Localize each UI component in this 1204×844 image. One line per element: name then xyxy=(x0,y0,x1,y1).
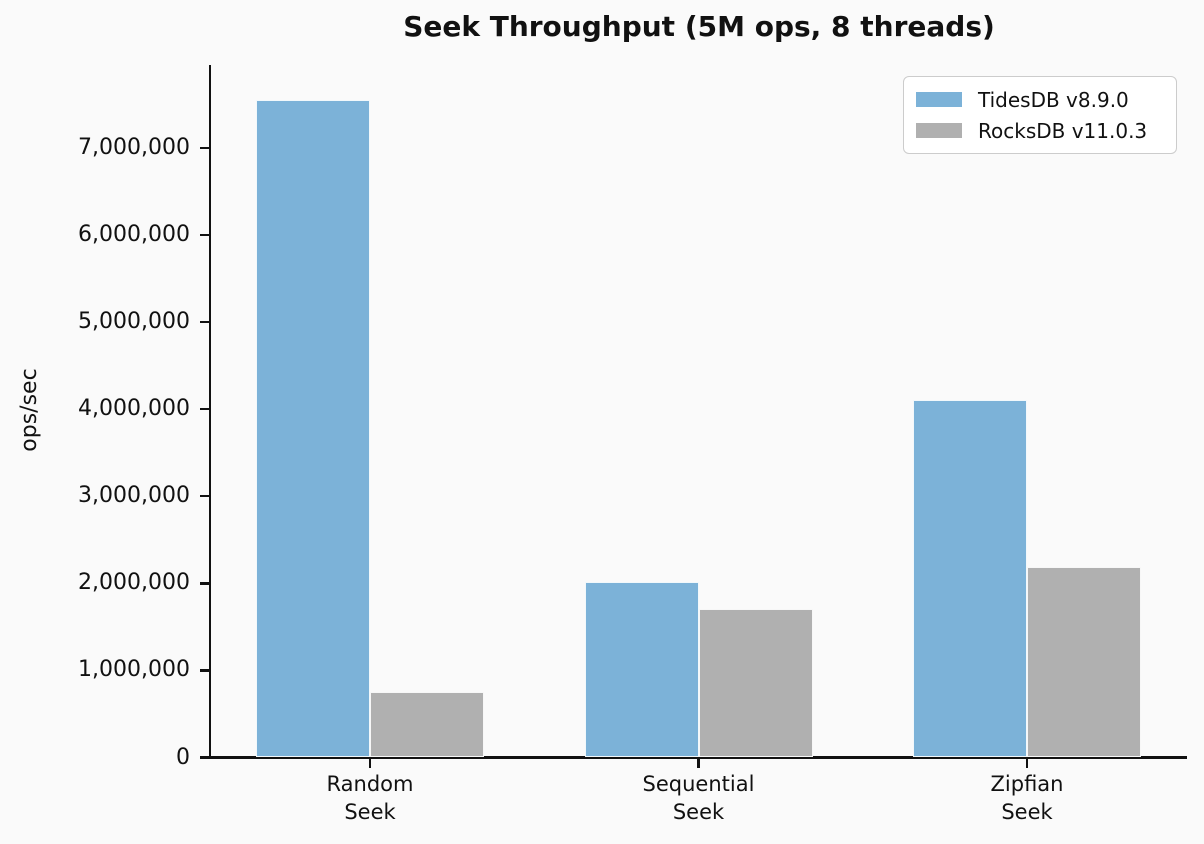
y-tick-label: 3,000,000 xyxy=(78,483,190,509)
bar-tidesdb-1 xyxy=(584,582,699,758)
y-tick-label: 4,000,000 xyxy=(78,396,190,422)
x-tick-mark xyxy=(1025,757,1029,768)
y-axis-line xyxy=(208,65,212,758)
bar-rocksdb-1 xyxy=(698,608,813,758)
y-tick-mark xyxy=(200,582,210,585)
y-tick-mark xyxy=(200,494,210,498)
legend-item-tidesdb: TidesDB v8.9.0 xyxy=(916,88,1164,112)
y-tick-mark xyxy=(200,233,210,237)
y-tick-mark xyxy=(200,407,210,411)
y-tick-mark xyxy=(200,669,210,672)
y-tick-mark xyxy=(200,320,210,324)
legend-item-rocksdb: RocksDB v11.0.3 xyxy=(916,119,1164,143)
x-tick-mark xyxy=(697,757,700,768)
y-tick-label: 7,000,000 xyxy=(78,134,190,160)
y-tick-label: 5,000,000 xyxy=(78,308,190,334)
legend: TidesDB v8.9.0 RocksDB v11.0.3 xyxy=(903,76,1177,154)
y-tick-label: 6,000,000 xyxy=(78,221,190,247)
legend-label-rocksdb: RocksDB v11.0.3 xyxy=(978,118,1148,143)
y-tick-mark xyxy=(200,146,210,149)
y-tick-mark xyxy=(200,756,210,759)
legend-label-tidesdb: TidesDB v8.9.0 xyxy=(978,87,1129,112)
x-tick-label: Random Seek xyxy=(326,771,414,824)
y-tick-label: 1,000,000 xyxy=(78,657,190,683)
x-tick-label: Sequential Seek xyxy=(642,771,755,824)
chart-title: Seek Throughput (5M ops, 8 threads) xyxy=(403,10,995,43)
x-tick-label: Zipfian Seek xyxy=(990,771,1064,824)
y-tick-label: 0 xyxy=(176,744,190,770)
bar-rocksdb-0 xyxy=(370,692,484,758)
bar-tidesdb-2 xyxy=(913,400,1027,758)
legend-swatch-rocksdb xyxy=(916,123,962,138)
y-tick-label: 2,000,000 xyxy=(78,570,190,596)
legend-swatch-tidesdb xyxy=(916,92,962,107)
bar-tidesdb-0 xyxy=(256,99,370,758)
bar-rocksdb-2 xyxy=(1027,566,1141,758)
x-tick-mark xyxy=(368,757,372,768)
